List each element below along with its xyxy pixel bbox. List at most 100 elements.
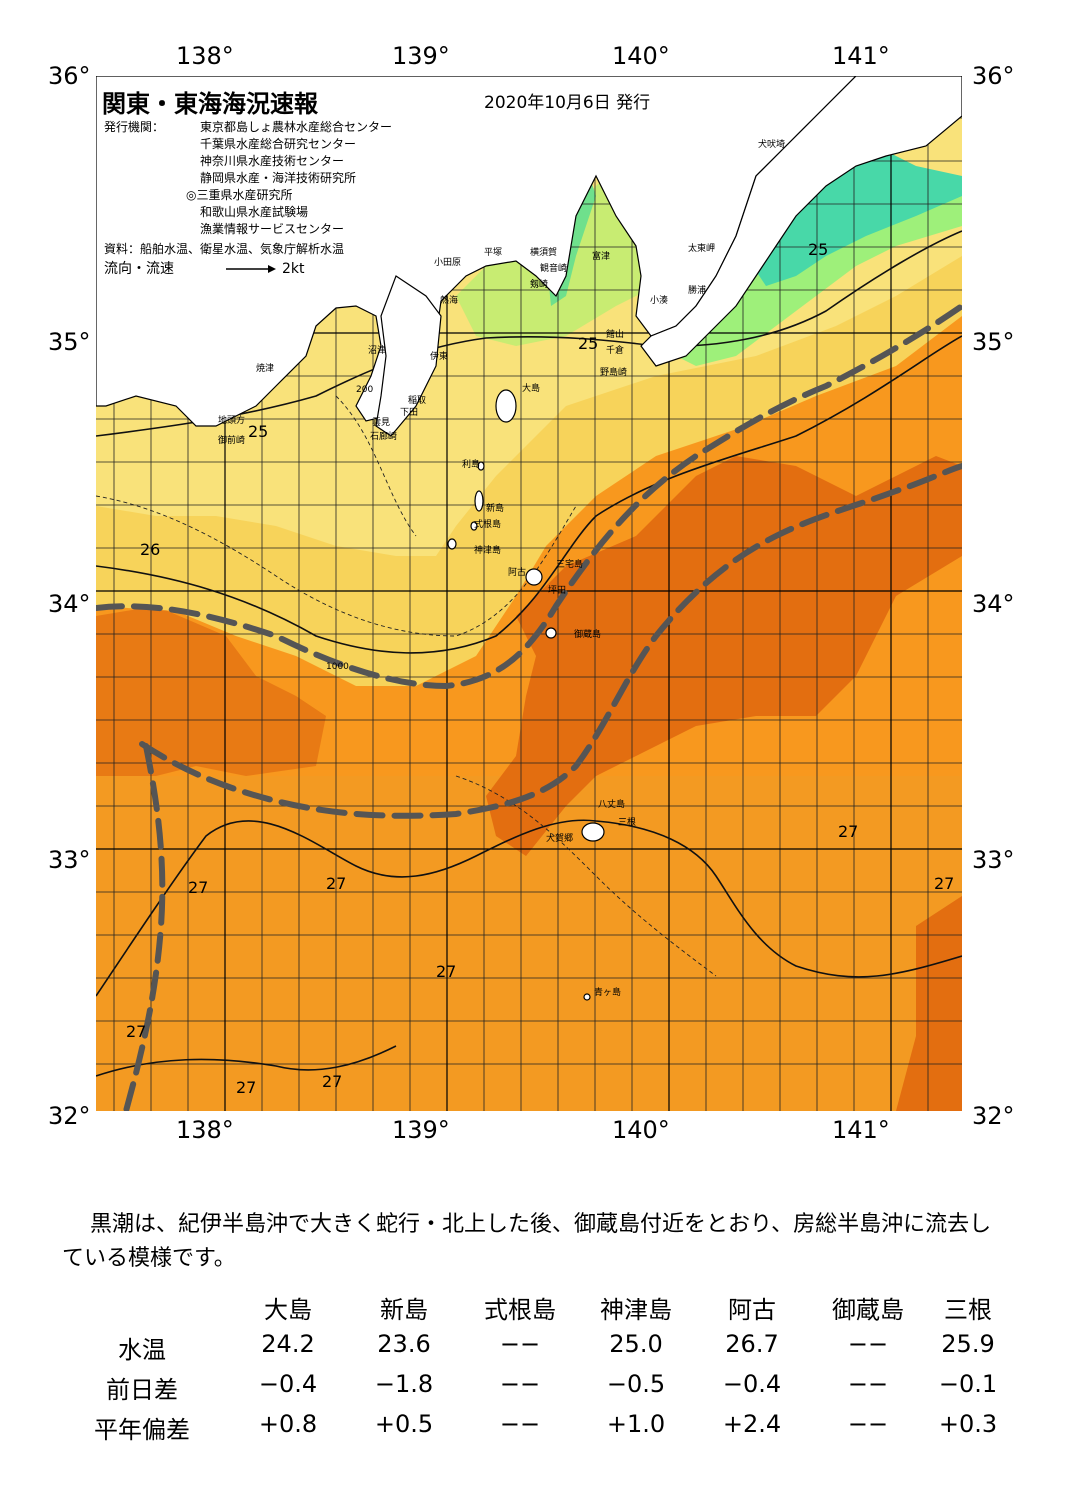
table-cell: −− — [847, 1410, 889, 1438]
island-kozushima — [447, 538, 457, 550]
table-cell: −0.1 — [938, 1370, 998, 1398]
legend-speed-label: 2kt — [282, 261, 305, 277]
table-header-row: 大島 新島 式根島 神津島 阿古 御蔵島 三根 — [62, 1290, 1022, 1326]
place-name: 大島 — [522, 384, 541, 394]
place-name: 剱崎 — [530, 280, 549, 290]
land — [96, 76, 962, 1001]
lat-label-right-36: 36° — [972, 62, 1015, 90]
table-row: 水温 24.2 23.6 −− 25.0 26.7 −− 25.9 — [62, 1330, 1022, 1366]
isotherm-25 — [96, 230, 962, 437]
isotherm-label: 25 — [248, 422, 269, 441]
depth-label: 200 — [356, 385, 374, 395]
isotherm-label: 27 — [236, 1078, 257, 1097]
place-name: 阿古 — [508, 568, 527, 578]
place-name: 八丈島 — [598, 800, 626, 810]
place-name: 雲見 — [372, 418, 391, 428]
island-oshima — [495, 389, 517, 423]
place-name: 横須賀 — [530, 248, 558, 258]
table-row: 前日差 −0.4 −1.8 −− −0.5 −0.4 −− −0.1 — [62, 1370, 1022, 1406]
place-name: 伊東 — [430, 352, 449, 362]
isotherm-label: 26 — [140, 540, 161, 559]
table-cell: 26.7 — [725, 1330, 779, 1358]
place-name: 館山 — [606, 330, 625, 340]
map-title: 関東・東海海況速報 — [102, 90, 318, 118]
publisher-label: 発行機関： — [104, 120, 165, 134]
isotherm-label: 27 — [838, 822, 859, 841]
lon-label-top-138: 138° — [176, 42, 234, 70]
lat-label-left-35: 35° — [48, 328, 91, 356]
isotherm-label: 25 — [808, 240, 829, 259]
table-row-label: 水温 — [118, 1336, 166, 1364]
place-name: 小田原 — [434, 258, 462, 268]
table-cell: −1.8 — [374, 1370, 434, 1398]
lat-label-right-32: 32° — [972, 1102, 1015, 1130]
place-name: 利島 — [462, 460, 481, 470]
table-cell: −− — [499, 1370, 541, 1398]
table-col-header: 式根島 — [484, 1296, 556, 1324]
publisher-3: 神奈川県水産技術センター — [200, 154, 345, 168]
place-name: 勝浦 — [688, 286, 707, 296]
degree-lines — [96, 76, 962, 1111]
isotherm-label: 25 — [578, 334, 599, 353]
place-name: 青ヶ島 — [594, 988, 622, 998]
publisher-4: 静岡県水産・海洋技術研究所 — [200, 171, 357, 185]
table-row-label: 平年偏差 — [94, 1416, 190, 1444]
table-col-header: 新島 — [380, 1296, 428, 1324]
kuroshio-axis-main — [139, 463, 962, 819]
lon-label-bottom-138: 138° — [176, 1116, 234, 1144]
lat-label-right-35: 35° — [972, 328, 1015, 356]
island-mikurajima — [545, 627, 557, 639]
table-cell: 23.6 — [377, 1330, 431, 1358]
kuroshio-axis-north — [96, 303, 962, 690]
table-cell: 25.9 — [941, 1330, 995, 1358]
table-row-label: 前日差 — [106, 1376, 178, 1404]
place-name: 太東岬 — [688, 244, 716, 254]
table-cell: +2.4 — [722, 1410, 782, 1438]
temperature-map-svg — [96, 76, 962, 1111]
legend-flow-label: 流向・流速 — [104, 261, 174, 277]
lon-label-top-141: 141° — [832, 42, 890, 70]
table-cell: −− — [499, 1330, 541, 1358]
place-name: 御蔵島 — [574, 630, 602, 640]
publisher-5: ◎三重県水産研究所 — [186, 188, 293, 202]
place-name: 熱海 — [440, 296, 459, 306]
isotherm-27-b — [96, 1045, 397, 1077]
place-name: 野島崎 — [600, 368, 628, 378]
table-cell: 25.0 — [609, 1330, 663, 1358]
isotherm-label: 27 — [934, 874, 955, 893]
place-name: 稲取 — [408, 396, 427, 406]
kuroshio-axis — [96, 303, 962, 1111]
legend-arrow-icon — [226, 262, 276, 279]
map-frame — [96, 76, 962, 1111]
publisher-1: 東京都島しょ農林水産総合センター — [200, 120, 393, 134]
issue-date: 2020年10月6日 発行 — [484, 93, 651, 113]
place-name: 石廊崎 — [370, 432, 398, 442]
publisher-7: 漁業情報サービスセンター — [200, 222, 345, 236]
zone-above-28-west — [96, 606, 326, 776]
place-name: 犬吠埼 — [758, 140, 786, 150]
table-col-header: 阿古 — [728, 1296, 776, 1324]
island-aogashima — [583, 993, 591, 1001]
table-col-header: 御蔵島 — [832, 1296, 904, 1324]
table-row: 平年偏差 +0.8 +0.5 −− +1.0 +2.4 −− +0.3 — [62, 1410, 1022, 1446]
place-name: 御前崎 — [218, 436, 246, 446]
place-name: 大賀郷 — [546, 834, 574, 844]
zone-27-28 — [96, 776, 962, 1111]
place-name: 下田 — [400, 408, 419, 418]
place-name: 平塚 — [484, 248, 503, 258]
place-name: 沼津 — [368, 346, 387, 356]
place-name: 焼津 — [256, 364, 275, 374]
isotherm-label: 27 — [188, 878, 209, 897]
place-name: 神津島 — [474, 546, 502, 556]
isotherm-26 — [96, 335, 962, 654]
table-cell: +0.5 — [374, 1410, 434, 1438]
island-toshima — [477, 461, 485, 471]
lat-label-left-32: 32° — [48, 1102, 91, 1130]
table-col-header: 大島 — [264, 1296, 312, 1324]
isotherm-label: 27 — [322, 1072, 343, 1091]
publisher-2: 千葉県水産総合研究センター — [200, 137, 357, 151]
lon-label-bottom-141: 141° — [832, 1116, 890, 1144]
isotherm-label: 27 — [326, 874, 347, 893]
table-cell: +0.8 — [258, 1410, 318, 1438]
depth-1000-b — [455, 775, 717, 977]
